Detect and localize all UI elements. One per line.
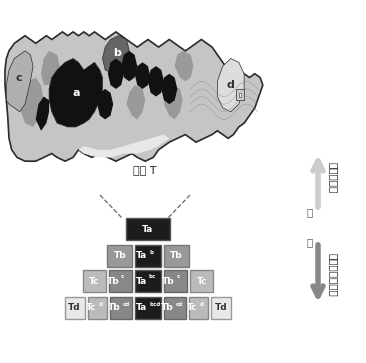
FancyBboxPatch shape: [111, 297, 132, 319]
Text: Tb: Tb: [170, 252, 183, 261]
Text: c: c: [121, 274, 124, 280]
Text: Tc: Tc: [89, 277, 99, 286]
FancyBboxPatch shape: [135, 245, 161, 267]
FancyBboxPatch shape: [83, 270, 106, 292]
FancyBboxPatch shape: [135, 297, 161, 319]
Text: Ta: Ta: [136, 252, 147, 261]
FancyBboxPatch shape: [107, 245, 132, 267]
Text: b: b: [149, 249, 153, 254]
FancyBboxPatch shape: [135, 270, 161, 292]
Polygon shape: [5, 32, 263, 161]
Text: Tb: Tb: [162, 277, 175, 286]
Text: 時間の流れ: 時間の流れ: [328, 162, 338, 193]
FancyBboxPatch shape: [87, 297, 107, 319]
FancyBboxPatch shape: [188, 297, 209, 319]
Polygon shape: [102, 36, 129, 74]
Text: Td: Td: [68, 303, 81, 313]
Polygon shape: [20, 78, 44, 127]
Polygon shape: [49, 58, 102, 127]
Text: d: d: [199, 302, 203, 306]
Text: d: d: [98, 302, 102, 306]
Polygon shape: [127, 85, 145, 119]
Polygon shape: [164, 85, 183, 119]
Polygon shape: [6, 51, 33, 112]
Polygon shape: [175, 51, 193, 81]
Text: 古: 古: [307, 207, 313, 217]
Text: bcd: bcd: [149, 302, 160, 306]
Text: c: c: [15, 73, 22, 82]
Text: Ta: Ta: [142, 224, 154, 233]
Text: Td: Td: [215, 303, 228, 313]
Text: 新: 新: [307, 237, 313, 247]
Text: bc: bc: [149, 274, 156, 280]
Polygon shape: [97, 89, 113, 119]
Text: 発見のベクトル: 発見のベクトル: [328, 253, 338, 297]
Bar: [239, 93, 242, 97]
FancyBboxPatch shape: [212, 297, 231, 319]
Text: Tb: Tb: [108, 303, 120, 313]
Polygon shape: [161, 74, 177, 104]
Text: Tb: Tb: [161, 303, 173, 313]
Text: cd: cd: [176, 302, 183, 306]
Text: Tc: Tc: [197, 277, 207, 286]
Text: c: c: [177, 274, 180, 280]
Polygon shape: [121, 51, 137, 81]
Polygon shape: [36, 97, 49, 131]
Polygon shape: [108, 58, 124, 89]
Polygon shape: [135, 62, 150, 89]
Text: Ta: Ta: [136, 303, 147, 313]
FancyBboxPatch shape: [65, 297, 85, 319]
Text: cd: cd: [122, 302, 130, 306]
Text: d: d: [227, 80, 235, 90]
Polygon shape: [78, 135, 169, 158]
Polygon shape: [148, 66, 164, 97]
Text: b: b: [113, 48, 121, 58]
Text: Tb: Tb: [113, 252, 126, 261]
FancyBboxPatch shape: [126, 218, 170, 240]
Bar: [236, 89, 244, 100]
FancyBboxPatch shape: [164, 297, 186, 319]
FancyBboxPatch shape: [164, 270, 187, 292]
Text: Tc: Tc: [86, 303, 97, 313]
Text: Ta: Ta: [136, 277, 147, 286]
FancyBboxPatch shape: [164, 245, 189, 267]
Text: a: a: [72, 88, 79, 98]
Text: 都市 T: 都市 T: [133, 165, 157, 175]
Polygon shape: [41, 51, 60, 85]
Polygon shape: [217, 58, 244, 112]
Text: Tc: Tc: [187, 303, 198, 313]
Text: Tb: Tb: [107, 277, 119, 286]
FancyBboxPatch shape: [190, 270, 213, 292]
FancyBboxPatch shape: [109, 270, 132, 292]
